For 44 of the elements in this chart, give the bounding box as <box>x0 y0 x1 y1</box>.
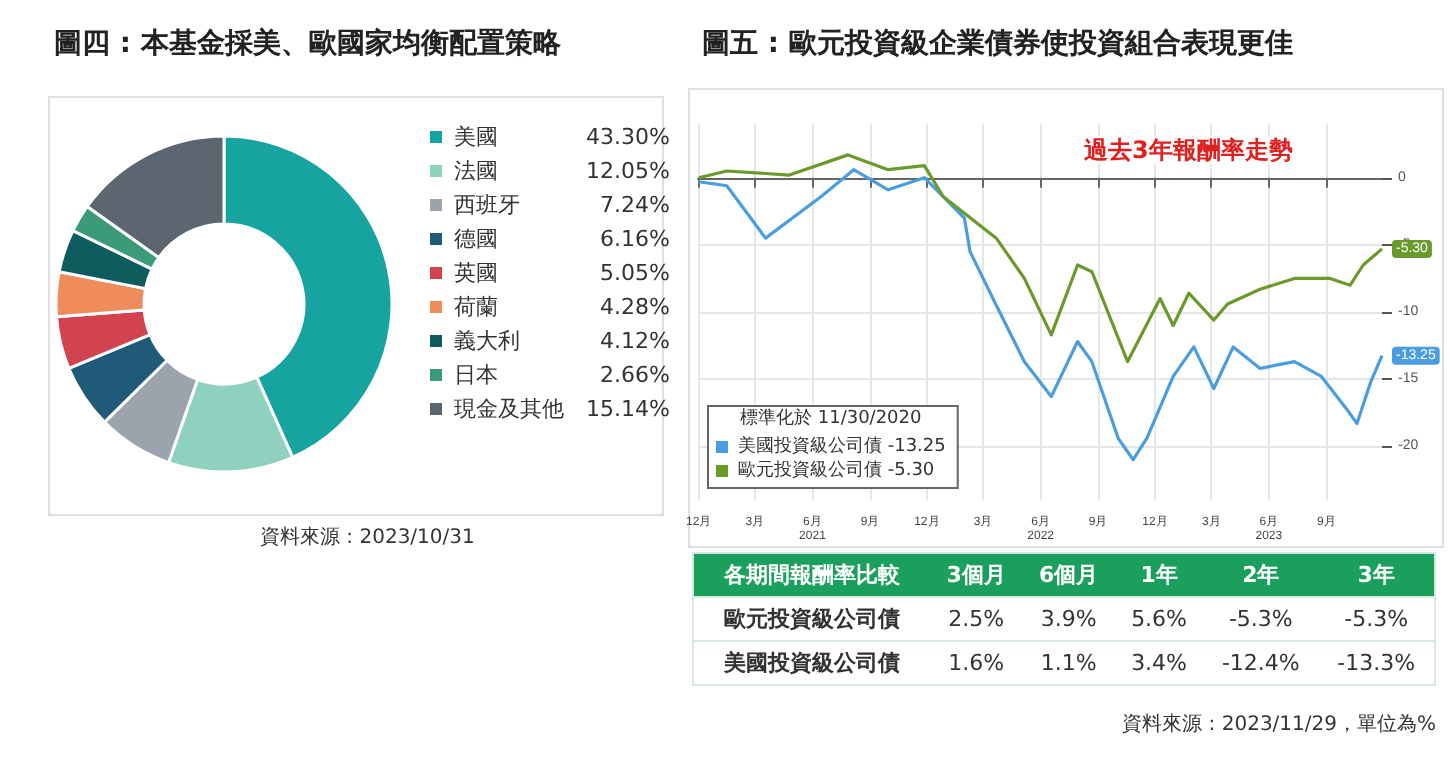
data-label: 3.4% <box>1129 648 1190 680</box>
chart-title: 圖五 : 歐元投資級企業債券使投資組合表現更佳 <box>702 28 1293 60</box>
data-label: -13.3% <box>1335 648 1418 680</box>
data-label: 12.05% <box>586 158 670 184</box>
data-label: -12.4% <box>1219 648 1302 680</box>
legend-label: 日本 <box>454 362 498 388</box>
data-label: 4.12% <box>600 328 670 354</box>
data-label: 6.16% <box>600 226 670 252</box>
data-label: 2.5% <box>946 604 1007 636</box>
legend-label: 荷蘭 <box>454 294 498 320</box>
text: 歐元投資級公司債 <box>722 604 902 636</box>
source-note: 資料來源 : 2023/10/31 <box>260 525 475 549</box>
legend-label: 歐元投資級公司債 -5.30 <box>738 459 935 481</box>
chart-title: 各期間報酬率比較 <box>724 562 900 588</box>
legend-label: 西班牙 <box>454 192 520 218</box>
data-label: 1.6% <box>946 648 1007 680</box>
text: 美國投資級公司債 <box>722 648 902 680</box>
data-label: 7.24% <box>600 192 670 218</box>
data-label: 1.1% <box>1038 648 1099 680</box>
category-label: 3個月 <box>944 560 1008 592</box>
source-note: 資料來源 : 2023/11/29，單位為% <box>1120 711 1436 738</box>
legend-label: 英國 <box>454 260 498 286</box>
data-label: 5.05% <box>600 260 670 286</box>
annotation: 過去3年報酬率走勢 <box>1082 136 1293 164</box>
legend-label: 法國 <box>454 158 498 184</box>
data-label: 15.14% <box>586 396 670 422</box>
category-label: 1年 <box>1138 560 1180 592</box>
legend-label: 美國 <box>454 124 498 150</box>
data-label: -5.3% <box>1342 604 1411 636</box>
category-label: 2年 <box>1240 560 1282 592</box>
legend-label: 現金及其他 <box>454 396 564 422</box>
category-label: 6個月 <box>1037 560 1101 592</box>
legend-label: 義大利 <box>454 328 520 354</box>
data-label: 5.6% <box>1129 604 1190 636</box>
category-label: 3年 <box>1355 560 1397 592</box>
data-label: 43.30% <box>586 124 670 150</box>
data-label: 2.66% <box>600 362 670 388</box>
legend-title: 標準化於 11/30/2020 <box>740 407 923 429</box>
legend-label: 德國 <box>454 226 498 252</box>
data-label: -5.3% <box>1226 604 1295 636</box>
chart-title: 圖四 : 本基金採美、歐國家均衡配置策略 <box>54 26 563 60</box>
data-label: 4.28% <box>600 294 670 320</box>
legend-label: 美國投資級公司債 -13.25 <box>738 435 946 457</box>
data-label: 3.9% <box>1038 604 1099 636</box>
